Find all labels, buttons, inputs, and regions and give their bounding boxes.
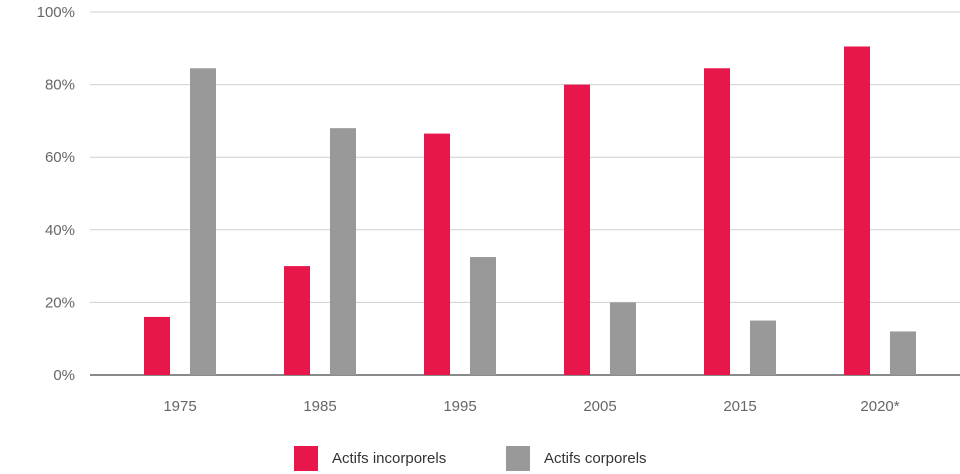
y-tick-label: 60% [45,149,75,166]
bar-actifs-incorporels-2020 [844,46,870,376]
bar-actifs-incorporels-2005 [564,84,590,375]
legend-swatch-actifs-incorporels [294,446,318,471]
bar-actifs-incorporels-1975 [144,316,170,375]
bar-actifs-incorporels-2015 [704,68,730,375]
y-tick-label: 80% [45,77,75,94]
y-tick-label: 40% [45,222,75,239]
x-tick-label: 1985 [303,398,336,415]
legend-label-actifs-incorporels: Actifs incorporels [332,450,447,467]
x-tick-label: 1995 [443,398,476,415]
y-axis-ticks: 0% 20% 40% 60% 80% 100% [37,4,75,384]
legend-swatch-actifs-corporels [506,446,530,471]
gridlines [90,11,960,376]
legend-item-actifs-corporels: Actifs corporels [506,446,647,471]
bar-actifs-corporels-2015 [750,320,776,375]
legend-label-actifs-corporels: Actifs corporels [544,450,647,467]
bar-actifs-corporels-2005 [610,302,636,375]
bar-actifs-corporels-1985 [330,128,356,375]
bar-chart: 0% 20% 40% 60% 80% 100% 1975 1985 1995 2005 2015 2… [37,4,960,415]
legend: Actifs incorporels Actifs corporels [0,446,960,474]
y-tick-label: 20% [45,294,75,311]
legend-item-actifs-incorporels: Actifs incorporels [294,446,446,471]
bar-actifs-corporels-2020 [890,331,916,375]
x-tick-label: 1975 [163,398,196,415]
bars [144,46,916,376]
y-tick-label: 0% [53,367,75,384]
x-tick-label: 2020* [860,398,899,415]
bar-actifs-incorporels-1995 [424,133,450,375]
x-axis-ticks: 1975 1985 1995 2005 2015 2020* [163,398,899,415]
x-tick-label: 2015 [723,398,756,415]
y-tick-label: 100% [37,4,75,21]
bar-actifs-incorporels-1985 [284,266,310,375]
bar-actifs-corporels-1995 [470,257,496,375]
bar-actifs-corporels-1975 [190,68,216,375]
x-tick-label: 2005 [583,398,616,415]
